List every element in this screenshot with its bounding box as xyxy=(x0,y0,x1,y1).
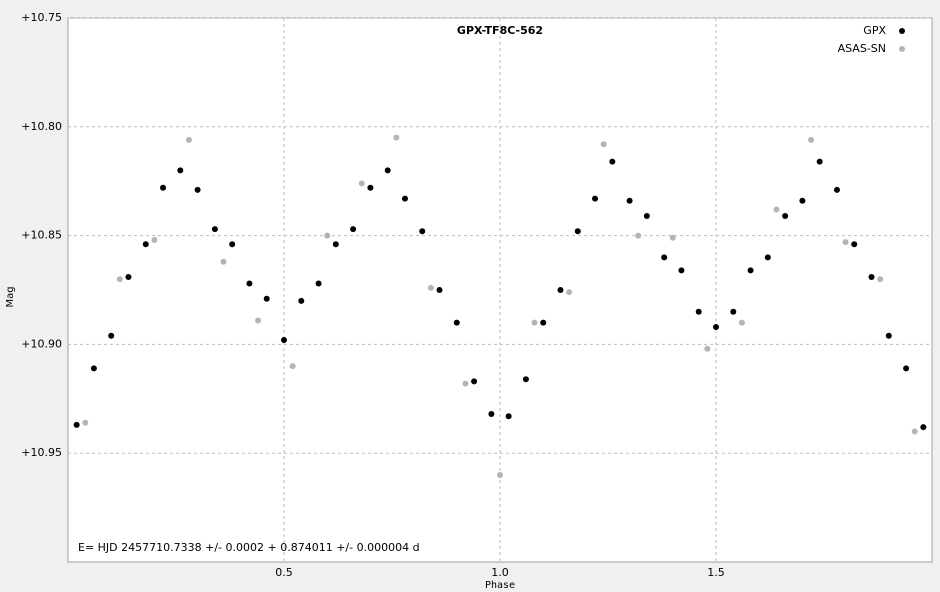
data-point xyxy=(773,206,780,213)
data-point xyxy=(557,287,564,293)
x-tick-label: 0.5 xyxy=(275,566,293,579)
data-point xyxy=(488,411,495,418)
data-point xyxy=(609,158,616,165)
data-point xyxy=(643,213,650,220)
data-point xyxy=(531,319,538,326)
data-point xyxy=(324,232,331,239)
data-point xyxy=(471,378,478,385)
data-point xyxy=(678,267,685,274)
y-tick-label: +10.80 xyxy=(21,120,62,133)
data-point xyxy=(747,267,754,274)
legend-marker xyxy=(899,28,905,34)
data-point xyxy=(246,280,253,287)
y-tick-label: +10.85 xyxy=(21,229,62,242)
data-point xyxy=(82,419,89,426)
data-point xyxy=(116,276,123,283)
data-point xyxy=(833,186,840,193)
x-axis-label: Phase xyxy=(485,580,515,591)
chart-title: GPX-TF8C-562 xyxy=(457,24,543,37)
data-point xyxy=(764,254,771,261)
data-point xyxy=(505,413,512,420)
annotation: E= HJD 2457710.7338 +/- 0.0002 + 0.87401… xyxy=(78,541,420,554)
y-tick-label: +10.90 xyxy=(21,337,62,350)
data-point xyxy=(566,289,573,296)
data-point xyxy=(73,421,80,428)
data-point xyxy=(540,319,547,326)
data-point xyxy=(125,273,132,280)
data-point xyxy=(315,280,322,287)
data-point xyxy=(427,284,434,291)
data-point xyxy=(600,141,607,148)
data-point xyxy=(419,228,426,235)
data-point xyxy=(626,197,633,204)
data-point xyxy=(592,195,599,202)
data-point xyxy=(808,136,815,143)
data-point xyxy=(220,258,227,265)
y-axis-label: Mag xyxy=(5,286,16,307)
data-point xyxy=(332,241,339,248)
data-point xyxy=(868,273,875,280)
data-point xyxy=(782,213,789,220)
data-point xyxy=(799,197,806,204)
legend-label: ASAS-SN xyxy=(838,42,886,55)
data-point xyxy=(851,241,858,248)
data-point xyxy=(177,167,184,174)
data-point xyxy=(160,184,167,191)
data-point xyxy=(194,186,201,193)
data-point xyxy=(911,428,918,435)
data-point xyxy=(350,226,357,233)
data-point xyxy=(90,365,97,372)
data-point xyxy=(211,226,218,233)
data-point xyxy=(453,319,460,326)
data-point xyxy=(151,236,158,243)
x-tick-label: 1.5 xyxy=(707,566,725,579)
data-point xyxy=(877,276,884,283)
data-point xyxy=(281,337,287,344)
data-point xyxy=(522,376,529,383)
data-point xyxy=(497,471,503,478)
data-point xyxy=(393,134,400,141)
legend-marker xyxy=(899,46,905,52)
data-point xyxy=(816,158,823,165)
data-point xyxy=(142,241,149,248)
data-point xyxy=(903,365,910,372)
data-point xyxy=(635,232,642,239)
data-point xyxy=(384,167,391,174)
data-point xyxy=(738,319,745,326)
data-point xyxy=(401,195,408,202)
data-point xyxy=(367,184,374,191)
data-point xyxy=(255,317,262,324)
y-tick-label: +10.95 xyxy=(21,446,62,459)
y-tick-label: +10.75 xyxy=(21,11,62,24)
data-point xyxy=(885,332,892,339)
data-point xyxy=(713,323,719,330)
x-tick-label: 1.0 xyxy=(491,566,509,579)
legend-label: GPX xyxy=(863,24,886,37)
data-point xyxy=(436,287,443,293)
data-point xyxy=(704,345,711,352)
data-point xyxy=(920,424,927,431)
data-point xyxy=(289,363,296,370)
data-point xyxy=(229,241,236,248)
data-point xyxy=(298,297,305,304)
data-point xyxy=(661,254,668,261)
data-point xyxy=(669,234,676,241)
data-point xyxy=(695,308,702,315)
data-point xyxy=(108,332,115,339)
data-point xyxy=(462,380,469,387)
data-point xyxy=(730,308,737,315)
data-point xyxy=(574,228,581,235)
data-point xyxy=(358,180,365,187)
data-point xyxy=(263,295,270,302)
data-point xyxy=(185,136,192,143)
data-point xyxy=(842,239,849,246)
